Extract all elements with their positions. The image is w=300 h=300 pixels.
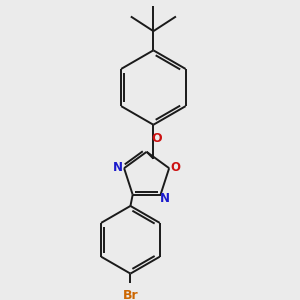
Text: Br: Br <box>123 289 138 300</box>
Text: N: N <box>113 160 123 174</box>
Text: N: N <box>160 192 170 205</box>
Text: O: O <box>151 132 161 145</box>
Text: O: O <box>170 160 180 174</box>
